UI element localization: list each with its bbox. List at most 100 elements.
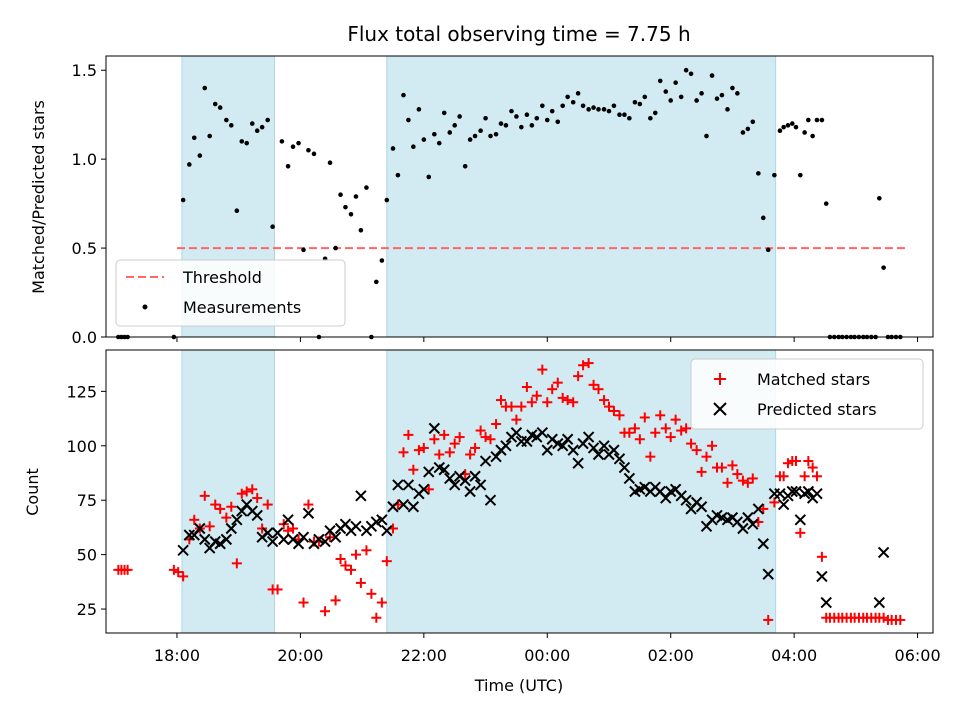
matched-star-point bbox=[895, 614, 906, 625]
ratio-x-ticks bbox=[176, 337, 919, 342]
predicted-star-point bbox=[774, 487, 786, 500]
measurement-point bbox=[756, 171, 761, 176]
matched-star-point bbox=[231, 558, 242, 569]
matched-star-point bbox=[763, 614, 774, 625]
matched-star-point bbox=[429, 434, 440, 445]
measurement-point bbox=[694, 98, 699, 103]
predicted-star-point bbox=[794, 514, 807, 526]
matched-star-point bbox=[444, 447, 455, 458]
matched-star-point bbox=[608, 405, 619, 416]
measurement-point bbox=[765, 247, 771, 253]
predicted-star-point bbox=[392, 479, 404, 491]
predicted-star-point bbox=[877, 546, 890, 559]
measurement-point bbox=[560, 103, 566, 109]
measurement-point bbox=[814, 117, 820, 123]
predicted-star-point bbox=[613, 453, 626, 465]
predicted-star-point bbox=[608, 444, 620, 456]
chart-title: Flux total observing time = 7.75 h bbox=[347, 22, 690, 46]
predicted-star-point bbox=[474, 479, 487, 491]
predicted-star-point bbox=[448, 479, 461, 491]
measurement-point bbox=[785, 123, 791, 128]
measurement-point bbox=[296, 140, 301, 146]
predicted-star-point bbox=[762, 568, 774, 580]
matched-star-point bbox=[215, 503, 226, 514]
measurement-point bbox=[719, 92, 725, 98]
measurement-point bbox=[191, 135, 197, 141]
measurement-point bbox=[745, 126, 751, 132]
measurement-point bbox=[704, 133, 709, 139]
ratio-y-tick-label: 1.5 bbox=[72, 61, 97, 80]
measurement-point bbox=[777, 128, 783, 133]
matched-star-point bbox=[707, 440, 718, 451]
measurement-point bbox=[187, 162, 192, 167]
predicted-star-point bbox=[660, 492, 672, 504]
matched-star-point bbox=[603, 401, 614, 412]
measurement-point bbox=[244, 140, 250, 146]
predicted-star-point bbox=[428, 422, 441, 435]
count-y-ticks: 25 50 75 100 125 bbox=[66, 382, 106, 619]
matched-star-point bbox=[578, 360, 589, 371]
measurement-point bbox=[627, 115, 632, 121]
matched-star-point bbox=[241, 486, 252, 497]
matched-star-point bbox=[371, 612, 382, 623]
predicted-star-point bbox=[623, 472, 636, 485]
measurement-point bbox=[311, 151, 317, 157]
measurement-point bbox=[472, 133, 478, 139]
matched-star-point bbox=[676, 425, 687, 436]
predicted-star-point bbox=[484, 494, 497, 506]
predicted-star-point bbox=[261, 527, 274, 539]
matched-legend-label: Matched stars bbox=[757, 370, 870, 389]
matched-star-point bbox=[542, 397, 553, 408]
measurement-point bbox=[503, 123, 509, 128]
measurement-point bbox=[688, 71, 694, 77]
matched-star-point bbox=[516, 401, 527, 412]
count-legend: Matched stars Predicted stars bbox=[690, 358, 924, 430]
matched-star-point bbox=[686, 438, 697, 449]
measurement-point bbox=[327, 160, 333, 166]
matched-star-point bbox=[403, 429, 414, 440]
measurement-point bbox=[740, 130, 746, 135]
measurement-point bbox=[606, 108, 612, 114]
measurement-point bbox=[760, 215, 766, 221]
measurement-point bbox=[877, 195, 882, 201]
measurement-point bbox=[529, 123, 535, 128]
ratio-legend-box bbox=[115, 259, 346, 327]
measurement-point bbox=[217, 105, 223, 110]
predicted-star-point bbox=[350, 520, 362, 533]
measurement-point bbox=[534, 115, 540, 121]
predicted-star-point bbox=[214, 538, 226, 550]
predicted-star-point bbox=[500, 440, 512, 452]
predicted-star-point bbox=[225, 522, 237, 535]
matched-star-point bbox=[547, 384, 558, 395]
measurement-point bbox=[540, 103, 545, 109]
predicted-legend-label: Predicted stars bbox=[757, 400, 877, 419]
matched-star-point bbox=[262, 499, 273, 510]
measurement-point bbox=[673, 80, 678, 85]
matched-star-point bbox=[758, 503, 769, 514]
measurement-point bbox=[202, 85, 208, 91]
matched-star-point bbox=[340, 560, 351, 571]
predicted-star-point bbox=[177, 544, 189, 556]
measurement-point bbox=[555, 119, 561, 125]
measurement-point bbox=[596, 107, 601, 112]
measurement-point bbox=[544, 117, 550, 123]
measurement-point bbox=[411, 144, 416, 150]
matched-star-point bbox=[189, 514, 200, 525]
time-x-tick-label: 20:00 bbox=[277, 646, 323, 665]
measurement-point bbox=[798, 172, 803, 178]
matched-star-point bbox=[495, 395, 506, 406]
matched-star-point bbox=[795, 527, 806, 538]
matched-star-point bbox=[298, 597, 309, 608]
matched-star-point bbox=[475, 425, 486, 436]
matched-star-point bbox=[449, 438, 460, 449]
measurement-point bbox=[301, 247, 306, 253]
matched-star-point bbox=[722, 477, 733, 488]
predicted-star-point bbox=[438, 464, 450, 476]
matched-star-point bbox=[645, 451, 656, 462]
predicted-star-point bbox=[329, 531, 342, 543]
matched-star-point bbox=[272, 584, 283, 595]
measurement-point bbox=[735, 91, 740, 96]
matched-star-point bbox=[568, 397, 579, 408]
measurement-point bbox=[575, 91, 581, 96]
ratio-y-tick-label: 0.0 bbox=[72, 328, 97, 347]
